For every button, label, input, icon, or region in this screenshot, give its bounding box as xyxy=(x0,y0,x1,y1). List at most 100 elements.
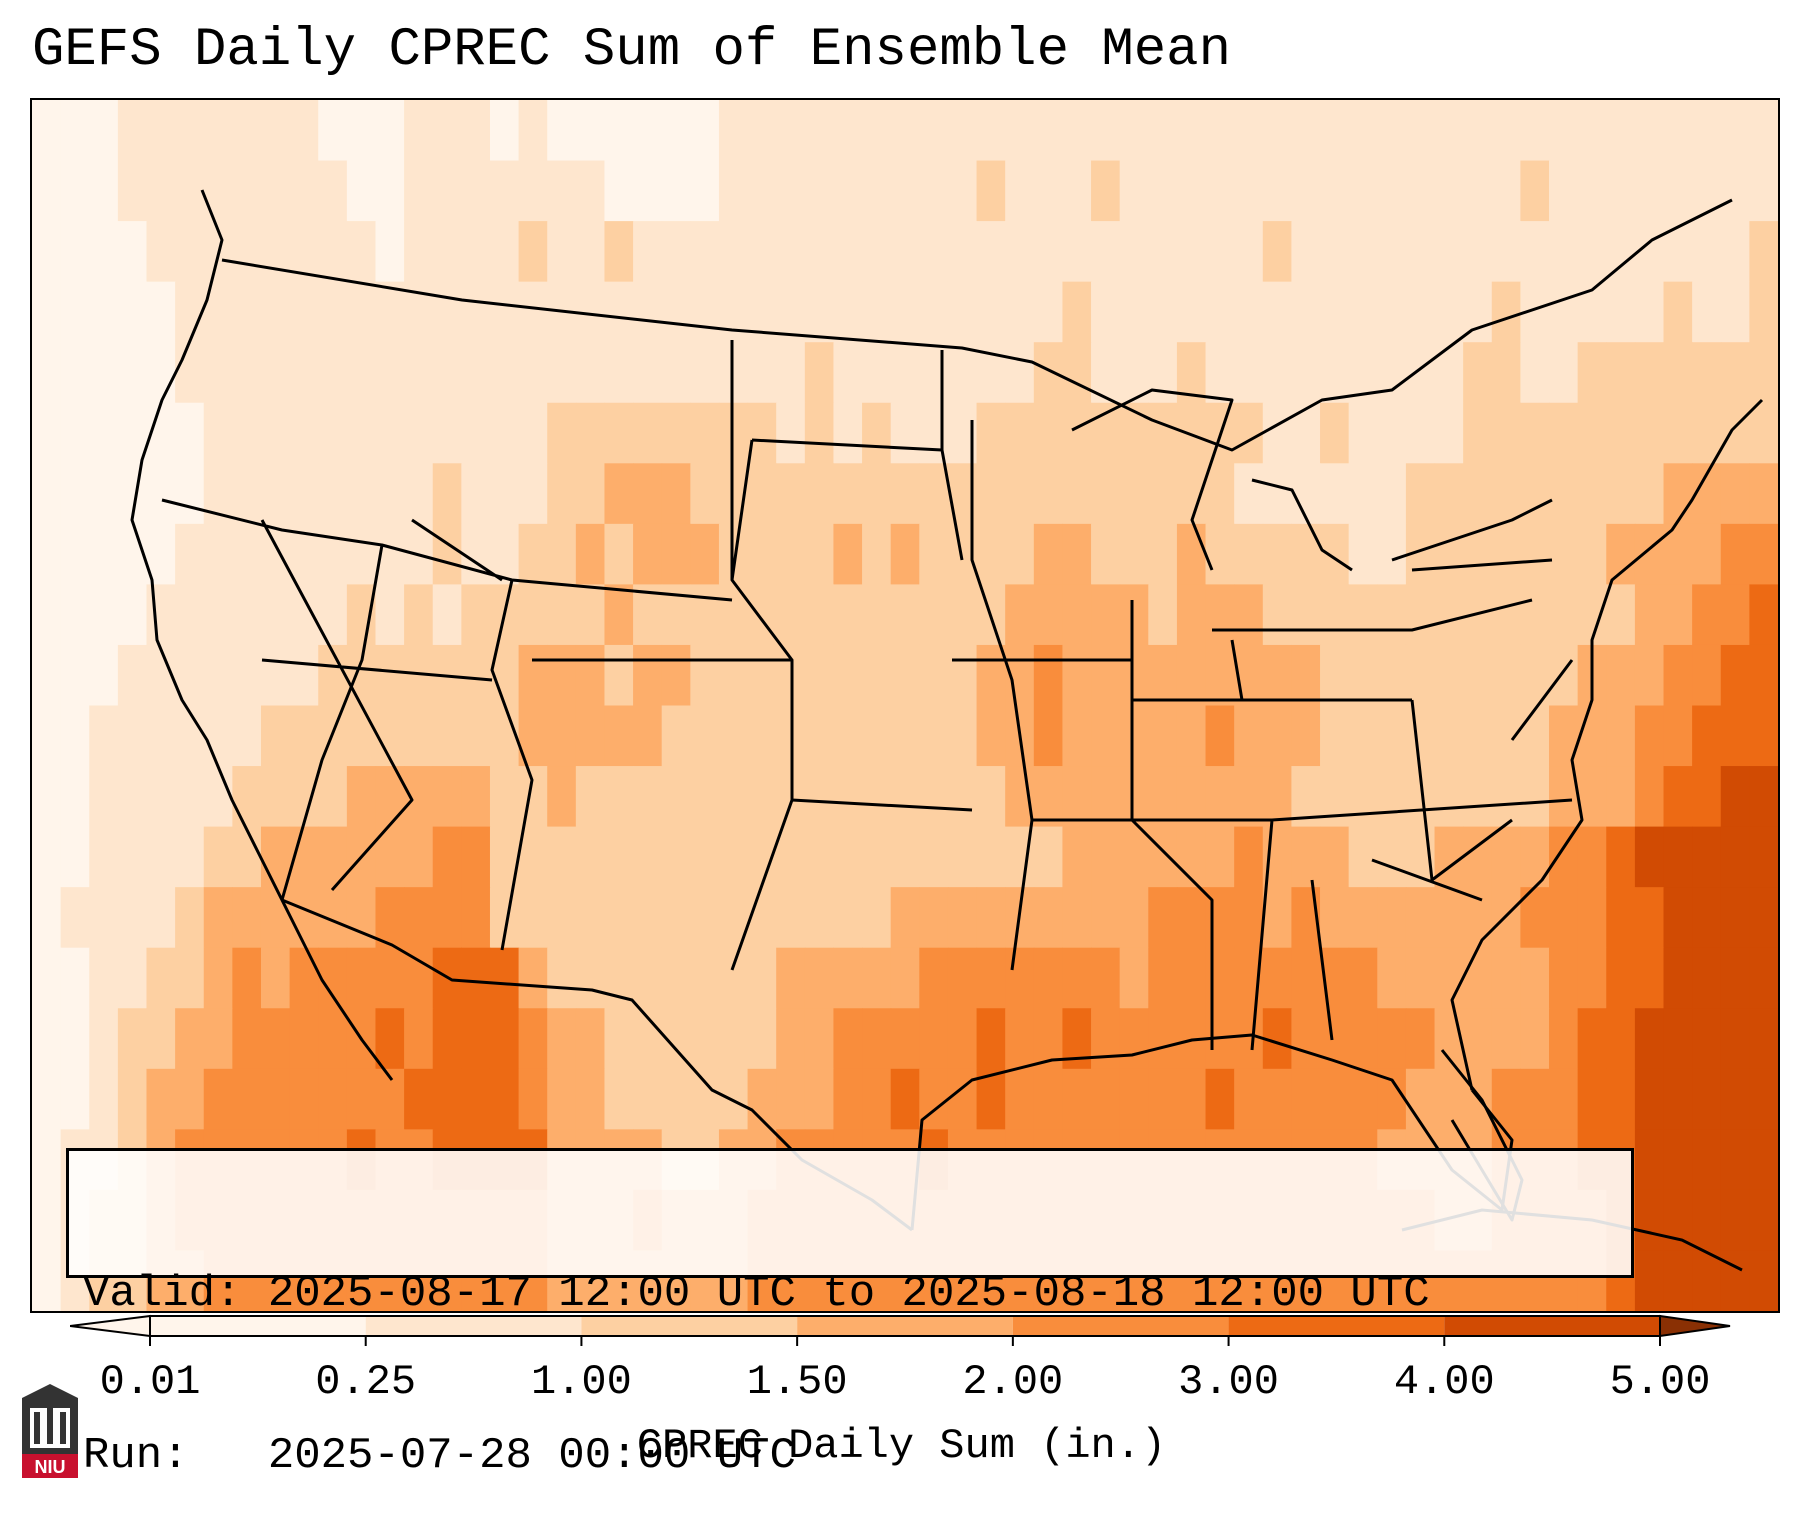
heat-cell xyxy=(1749,584,1778,646)
heat-cell xyxy=(862,100,892,162)
heat-cell xyxy=(890,705,920,767)
heat-cell xyxy=(747,766,777,828)
heat-cell xyxy=(690,826,720,888)
heat-cell xyxy=(747,1008,777,1070)
heat-cell xyxy=(1720,160,1750,222)
heat-cell xyxy=(1091,523,1121,585)
heat-cell xyxy=(1377,342,1407,404)
heat-cell xyxy=(1634,766,1665,828)
heat-cell xyxy=(1148,584,1178,646)
heat-cell xyxy=(690,766,720,828)
heat-cell xyxy=(1634,947,1665,1009)
heat-cell xyxy=(375,342,405,404)
heat-cell xyxy=(1434,402,1464,464)
heat-cell xyxy=(518,342,548,404)
heat-cell xyxy=(1663,1129,1693,1191)
heat-cell xyxy=(547,160,577,222)
heat-cell xyxy=(575,947,606,1009)
heat-cell xyxy=(1663,766,1693,828)
canada-border xyxy=(221,198,1733,452)
heat-cell xyxy=(289,705,319,767)
heat-cell xyxy=(661,1068,691,1130)
heat-cell xyxy=(833,705,863,767)
colorbar-segment xyxy=(581,1316,798,1336)
heat-cell xyxy=(1291,826,1321,888)
heat-cell xyxy=(89,221,119,283)
heat-cell xyxy=(146,705,176,767)
heat-cell xyxy=(1234,887,1264,949)
heat-cell xyxy=(1549,463,1579,525)
heat-cell xyxy=(1749,221,1778,283)
heat-cell xyxy=(1091,463,1121,525)
heat-cell xyxy=(1005,221,1035,283)
heat-cell xyxy=(175,584,205,646)
heat-cell xyxy=(890,826,920,888)
heat-cell xyxy=(1749,342,1778,404)
heat-cell xyxy=(1692,826,1722,888)
run-value: 2025-07-28 00:00 UTC xyxy=(267,1431,796,1481)
heat-cell xyxy=(718,766,749,828)
heat-cell xyxy=(575,1068,606,1130)
heat-cell xyxy=(1320,463,1350,525)
heat-cell xyxy=(1663,463,1693,525)
heat-cell xyxy=(575,342,606,404)
heat-cell xyxy=(547,644,577,707)
heat-cell xyxy=(690,644,720,707)
heat-cell xyxy=(203,887,233,949)
heat-cell xyxy=(1005,402,1035,464)
heat-cell xyxy=(804,584,835,646)
heat-cell xyxy=(718,281,749,343)
heat-cell xyxy=(690,160,720,222)
heat-cell xyxy=(146,887,176,949)
heat-cell xyxy=(1091,1008,1121,1070)
heat-cell xyxy=(804,826,835,888)
heat-cell xyxy=(862,523,892,585)
heat-cell xyxy=(318,342,348,404)
heat-cell xyxy=(289,1068,319,1130)
heat-cell xyxy=(604,281,634,343)
heat-cell xyxy=(1491,947,1521,1009)
heat-cell xyxy=(232,584,262,646)
heat-cell xyxy=(404,584,434,646)
heat-cell xyxy=(1062,584,1092,646)
colorbar-tick-label: 1.50 xyxy=(746,1358,848,1406)
heat-cell xyxy=(1005,463,1035,525)
heat-cell xyxy=(547,947,577,1009)
heat-cell xyxy=(661,947,691,1009)
heat-cell xyxy=(1348,584,1378,646)
heat-cell xyxy=(919,766,949,828)
heat-cell xyxy=(1634,523,1665,585)
heat-cell xyxy=(1692,705,1722,767)
heat-cell xyxy=(1634,1129,1665,1191)
heat-cell xyxy=(661,766,691,828)
heat-cell xyxy=(1549,947,1579,1009)
heat-cell xyxy=(432,523,462,585)
heat-cell xyxy=(1520,1008,1550,1070)
heat-cell xyxy=(1491,826,1521,888)
colorbar-tick-label: 5.00 xyxy=(1609,1358,1711,1406)
heat-cell xyxy=(260,523,291,585)
heat-cell xyxy=(1234,1008,1264,1070)
heat-cell xyxy=(833,221,863,283)
heat-cell xyxy=(1663,1250,1693,1311)
heat-cell xyxy=(1434,705,1464,767)
heat-cell xyxy=(1692,100,1722,162)
heat-cell xyxy=(890,281,920,343)
heat-cell xyxy=(1205,947,1235,1009)
heat-cell xyxy=(117,402,148,464)
heat-cell xyxy=(60,463,90,525)
heat-cell xyxy=(1577,947,1607,1009)
heat-cell xyxy=(747,887,777,949)
heat-cell xyxy=(919,584,949,646)
heat-cell xyxy=(1606,947,1636,1009)
heat-cell xyxy=(1663,281,1693,343)
heat-cell xyxy=(661,523,691,585)
colorbar-segment xyxy=(1228,1316,1445,1336)
heat-cell xyxy=(1005,947,1035,1009)
heat-cell xyxy=(661,463,691,525)
heat-cell xyxy=(776,1068,806,1130)
heat-cell xyxy=(1148,221,1178,283)
heat-cell xyxy=(1320,342,1350,404)
heat-cell xyxy=(89,644,119,707)
heat-cell xyxy=(117,1008,148,1070)
